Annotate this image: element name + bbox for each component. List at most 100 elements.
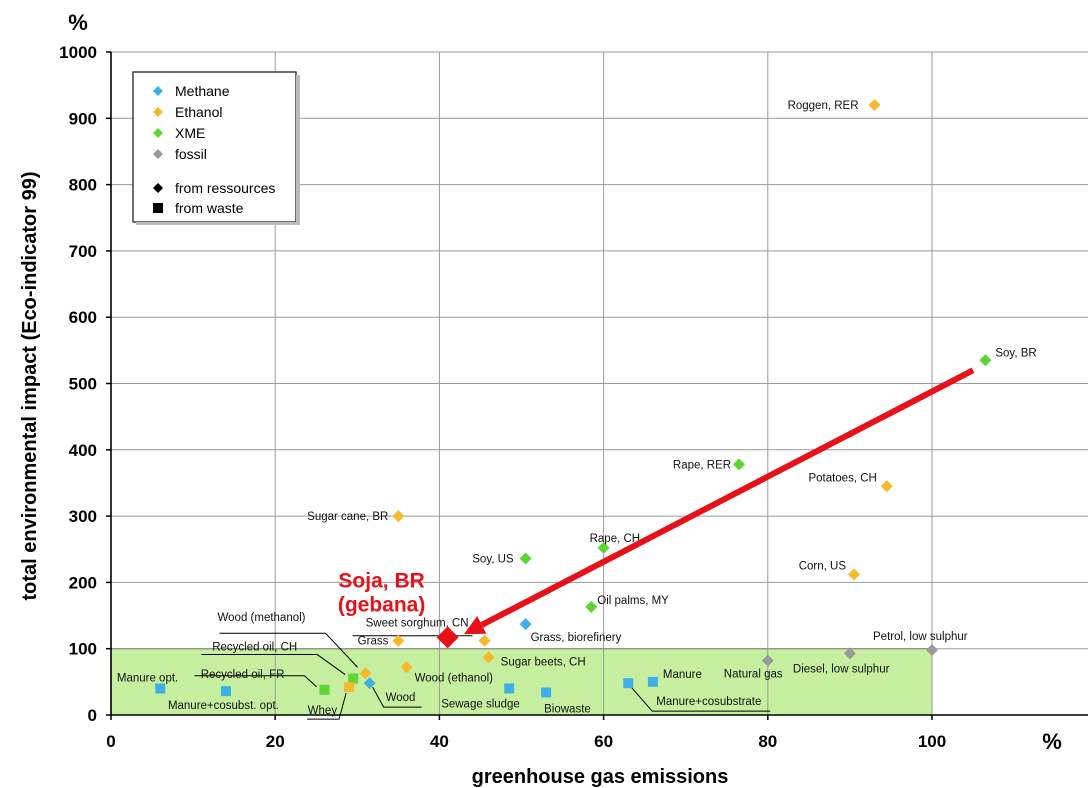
label-oil-palms-my: Oil palms, MY [597, 595, 669, 607]
point-manure-cosubst-opt [220, 686, 231, 697]
label-biowaste: Biowaste [544, 703, 591, 715]
label-rape-rer: Rape, RER [673, 459, 731, 471]
data-points [155, 99, 992, 698]
legend-marker-diamond [153, 183, 163, 193]
y-tick-label: 100 [69, 640, 97, 659]
x-tick-label: 100 [918, 732, 946, 751]
legend-label-ethanol: Ethanol [175, 104, 222, 120]
label-sugar-beets-ch: Sugar beets, CH [501, 656, 586, 668]
label-natural-gas: Natural gas [724, 669, 783, 681]
highlight-arrow-head [464, 616, 487, 635]
x-tick-label: 0 [106, 732, 115, 751]
y-tick-label: 800 [69, 176, 97, 195]
highlight-label-line1: Soja, BR [338, 569, 424, 592]
legend-label-fossil: fossil [175, 146, 207, 162]
legend-marker-square [153, 203, 163, 213]
label-sewage-sludge: Sewage sludge [441, 698, 520, 710]
label-manure-cosubst-opt: Manure+cosubst. opt. [168, 700, 279, 712]
point-manure-opt [155, 683, 166, 694]
label-grass: Grass [358, 636, 389, 648]
x-axis-unit: % [1042, 729, 1062, 754]
point-soy-us [519, 552, 532, 565]
legend-marker-xme [153, 128, 163, 138]
label-soy-br: Soy, BR [995, 347, 1036, 359]
leader-recycled-oil-fr [194, 675, 317, 688]
point-grass [392, 634, 405, 647]
highlight-arrow-shaft [480, 367, 975, 628]
point-oil-palms-my [585, 600, 598, 613]
point-wood-methanol [359, 667, 372, 680]
x-tick-label: 60 [594, 732, 613, 751]
point-diesel-low-sulphur [843, 647, 856, 660]
legend-marker-ethanol [153, 107, 163, 117]
label-wood: Wood [386, 692, 416, 704]
axes [110, 52, 1088, 716]
label-sugar-cane-br: Sugar cane, BR [307, 511, 388, 523]
legend-marker-fossil [153, 149, 163, 159]
legend-box [132, 71, 297, 223]
x-tick-label: 40 [430, 732, 449, 751]
y-axis-unit: % [68, 10, 88, 35]
x-axis-title: greenhouse gas emissions [472, 766, 729, 788]
leader-wood-methanol [219, 632, 358, 668]
leader-manure-cosubstrate [630, 686, 771, 712]
x-tick-label: 80 [758, 732, 777, 751]
point-manure-cosubstrate [623, 678, 634, 689]
label-corn-us: Corn, US [799, 560, 847, 572]
y-tick-label: 400 [69, 441, 97, 460]
point-wood [363, 677, 376, 690]
point-sugar-beets-ch [482, 651, 495, 664]
point-corn-us [848, 568, 861, 581]
label-petrol-low-sulphur: Petrol, low sulphur [873, 631, 968, 643]
point-natural-gas [761, 654, 774, 667]
y-tick-label: 0 [88, 706, 97, 725]
legend-label-methane: Methane [175, 83, 230, 99]
highlight-label-line2: (gebana) [338, 593, 426, 616]
point-sewage-sludge [504, 683, 515, 694]
label-soy-us: Soy, US [472, 554, 514, 566]
point-manure [647, 676, 658, 687]
y-tick-label: 300 [69, 507, 97, 526]
label-manure-cosubstrate: Manure+cosubstrate [656, 696, 761, 708]
y-axis-title: total environmental impact (Eco-indicato… [19, 172, 41, 601]
point-potatoes-ch [880, 480, 893, 493]
point-soy-br [979, 354, 992, 367]
point-wood-ethanol [400, 661, 413, 674]
legend-label-diamond: from ressources [175, 180, 275, 196]
reference-region-box [110, 648, 933, 716]
label-whey: Whey [308, 705, 338, 717]
leader-recycled-oil-ch [201, 654, 346, 675]
point-grass-biorefinery [519, 618, 532, 631]
point-recycled-oil-fr [319, 684, 330, 695]
label-potatoes-ch: Potatoes, CH [808, 472, 876, 484]
label-grass-biorefinery: Grass, biorefinery [531, 632, 622, 644]
legend-label-xme: XME [175, 125, 205, 141]
y-tick-label: 500 [69, 375, 97, 394]
point-rape-rer [733, 458, 746, 471]
leader-whey [307, 693, 347, 720]
highlight-annotation: Soja, BR(gebana) [338, 367, 975, 649]
legend-marker-methane [153, 86, 163, 96]
point-soja-br-gebana [436, 626, 459, 649]
y-tick-label: 600 [69, 308, 97, 327]
y-tick-label: 1000 [59, 43, 97, 62]
point-petrol-low-sulphur [926, 644, 939, 657]
tick-labels: 0 20 40 60 80 1000100200300400500600700800900… [59, 43, 946, 751]
x-tick-label: 20 [266, 732, 285, 751]
y-tick-label: 200 [69, 573, 97, 592]
legend-label-square: from waste [175, 200, 244, 216]
label-roggen-rer: Roggen, RER [788, 100, 859, 112]
label-diesel-low-sulphur: Diesel, low sulphur [793, 663, 890, 675]
label-wood-methanol: Wood (methanol) [218, 612, 306, 624]
point-sweet-sorghum-cn [478, 634, 491, 647]
point-whey [344, 682, 355, 693]
point-recycled-oil-ch [348, 673, 359, 684]
point-biowaste [541, 687, 552, 698]
label-manure: Manure [663, 669, 702, 681]
y-tick-label: 900 [69, 109, 97, 128]
label-wood-ethanol: Wood (ethanol) [415, 672, 494, 684]
y-tick-label: 700 [69, 242, 97, 261]
label-recycled-oil-fr: Recycled oil, FR [201, 669, 285, 681]
